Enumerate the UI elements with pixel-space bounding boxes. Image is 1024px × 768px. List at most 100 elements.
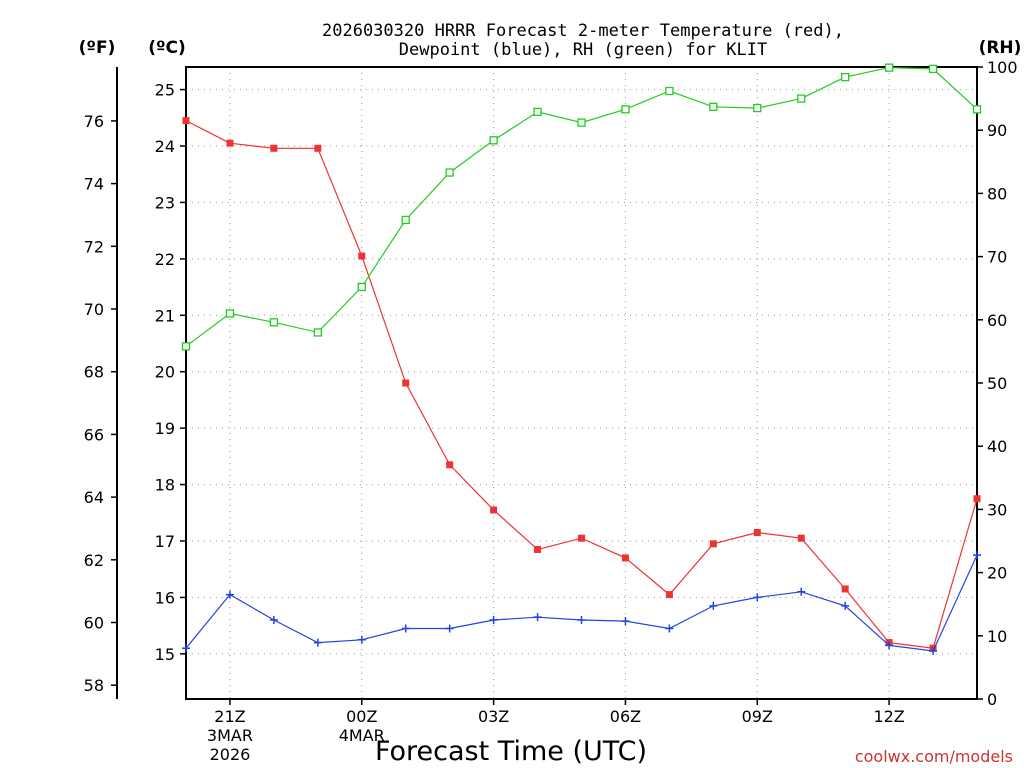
fahrenheit-tick-label: 76: [84, 112, 104, 131]
x-tick-label: 12Z: [873, 707, 904, 726]
series-dewpoint-point: [753, 593, 762, 602]
series-rh-point: [665, 86, 674, 96]
series-rh-point: [972, 105, 982, 114]
series-2-meter-temperature-point: [578, 534, 585, 542]
celsius-tick-label: 23: [155, 193, 175, 212]
series-rh-point: [841, 72, 850, 82]
series-rh-point: [269, 318, 279, 327]
x-tick-date: 3MAR: [207, 726, 253, 745]
celsius-tick-label: 17: [155, 532, 175, 551]
credit-text: coolwx.com/models: [855, 747, 1013, 766]
series-rh-point: [313, 328, 322, 337]
series-dewpoint-point: [621, 617, 630, 626]
celsius-tick-label: 15: [155, 645, 175, 664]
series-2-meter-temperature-point: [358, 252, 366, 260]
series-dewpoint-point: [489, 616, 498, 624]
series-rh: [181, 63, 982, 351]
x-tick-label: 03Z: [478, 707, 509, 726]
rh-tick-label: 50: [987, 374, 1007, 393]
series-dewpoint-point: [665, 624, 674, 633]
series-rh-point: [797, 94, 806, 103]
series-2-meter-temperature-point: [621, 554, 629, 562]
series-dewpoint-point: [797, 587, 806, 596]
series-2-meter-temperature-point: [534, 545, 542, 553]
series-rh-point: [357, 282, 366, 292]
series-rh-point: [621, 105, 630, 114]
fahrenheit-axis-title: (ºF): [79, 38, 116, 58]
fahrenheit-tick-label: 64: [84, 488, 104, 507]
series-rh-point: [489, 136, 498, 145]
fahrenheit-tick-label: 58: [84, 676, 104, 695]
celsius-tick-label: 25: [155, 81, 175, 100]
series-2-meter-temperature-point: [490, 506, 498, 514]
fahrenheit-tick-label: 70: [84, 300, 104, 319]
chart-title-line2: Dewpoint (blue), RH (green) for KLIT: [399, 40, 767, 60]
series-dewpoint-point: [709, 601, 718, 610]
series-2-meter-temperature-point: [270, 144, 278, 152]
celsius-tick-label: 22: [155, 250, 175, 269]
rh-tick-label: 90: [987, 121, 1007, 140]
series-rh-point: [577, 118, 586, 127]
fahrenheit-tick-label: 62: [84, 551, 104, 570]
series-2-meter-temperature-line: [185, 120, 978, 649]
axes: 58 60 62 64 66 68 70 72 74 76 15 16 17 18 19 20 21 22 23 24…: [84, 58, 1018, 764]
series-2-meter-temperature-point: [973, 495, 981, 503]
series-dewpoint-point: [841, 601, 850, 610]
fahrenheit-tick-label: 74: [84, 175, 104, 194]
x-tick-label: 06Z: [610, 707, 641, 726]
rh-tick-label: 80: [987, 184, 1007, 203]
series-2-meter-temperature-point: [402, 379, 410, 387]
series-2-meter-temperature-point: [314, 144, 322, 152]
fahrenheit-tick-label: 72: [84, 237, 104, 256]
series-2-meter-temperature: [182, 117, 981, 652]
rh-tick-label: 40: [987, 437, 1007, 456]
series-2-meter-temperature-point: [182, 117, 190, 125]
series-2-meter-temperature-point: [797, 534, 805, 542]
series-dewpoint-point: [577, 616, 586, 624]
series-rh-point: [225, 309, 235, 318]
series-rh-point: [928, 64, 938, 74]
series-2-meter-temperature-point: [446, 461, 454, 469]
celsius-tick-label: 19: [155, 419, 175, 438]
celsius-tick-label: 21: [155, 306, 175, 325]
series-rh-point: [533, 107, 542, 117]
x-axis-label: Forecast Time (UTC): [375, 736, 647, 767]
x-tick-year: 2026: [210, 745, 251, 764]
series-dewpoint-point: [885, 641, 894, 650]
series-dewpoint-point: [313, 638, 322, 647]
chart-title-line1: 2026030320 HRRR Forecast 2-meter Tempera…: [322, 21, 844, 41]
rh-tick-label: 30: [987, 500, 1007, 519]
series-dewpoint-point: [182, 644, 190, 653]
series-rh-point: [401, 215, 410, 225]
series-dewpoint-point: [357, 635, 366, 644]
rh-tick-label: 70: [987, 248, 1007, 267]
rh-tick-label: 20: [987, 564, 1007, 583]
series-2-meter-temperature-point: [709, 540, 717, 548]
series-2-meter-temperature-point: [753, 529, 761, 537]
series-dewpoint-point: [401, 624, 410, 633]
series-dewpoint-point: [445, 624, 454, 633]
celsius-tick-label: 18: [155, 476, 175, 495]
fahrenheit-tick-label: 66: [84, 425, 104, 444]
x-tick-label: 21Z: [214, 707, 245, 726]
rh-tick-label: 0: [987, 690, 997, 709]
series-dewpoint-line: [185, 554, 978, 652]
series-dewpoint-point: [225, 590, 234, 599]
rh-axis-title: (RH): [979, 38, 1022, 58]
celsius-axis-title: (ºC): [148, 38, 186, 58]
x-tick-date: 4MAR: [339, 726, 385, 745]
series-rh-point: [709, 102, 718, 111]
celsius-tick-label: 20: [155, 363, 175, 382]
series-2-meter-temperature-point: [665, 591, 673, 599]
series-rh-point: [445, 168, 454, 177]
celsius-tick-label: 24: [155, 137, 175, 156]
x-tick-label: 00Z: [346, 707, 377, 726]
series-layer: [181, 63, 982, 656]
series-2-meter-temperature-point: [841, 585, 849, 593]
series-rh-point: [181, 342, 191, 351]
celsius-tick-label: 16: [155, 588, 175, 607]
rh-tick-label: 60: [987, 311, 1007, 330]
series-dewpoint-point: [973, 551, 981, 560]
series-rh-point: [753, 103, 762, 113]
